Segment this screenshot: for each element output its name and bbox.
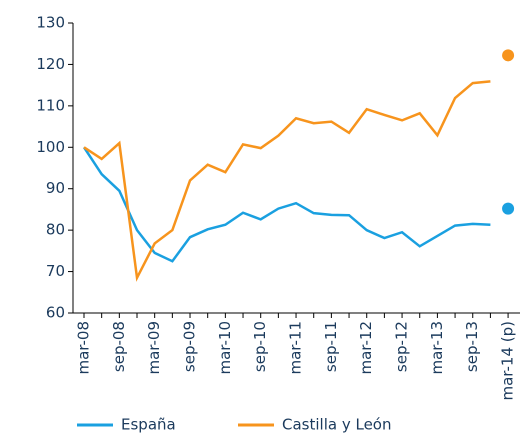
y-tick-label: 70 (46, 262, 65, 280)
projection-point (502, 49, 515, 62)
x-tick-label: mar-12 (357, 321, 375, 375)
x-tick-label: mar-10 (216, 321, 234, 375)
line-series (83, 80, 491, 282)
x-tick-label: sep-09 (181, 321, 199, 372)
legend-label: Castilla y León (282, 416, 391, 434)
x-tick-label: sep-10 (251, 321, 269, 372)
y-tick-label: 100 (36, 138, 65, 156)
y-tick-label: 120 (36, 55, 65, 73)
x-tick-label: mar-09 (145, 321, 163, 375)
x-tick-label: sep-08 (110, 321, 128, 372)
y-tick-label: 110 (36, 96, 65, 114)
legend-label: España (121, 416, 176, 434)
y-tick-label: 60 (46, 304, 65, 322)
line-series (82, 146, 491, 263)
x-tick-label: sep-12 (393, 321, 411, 372)
y-tick-label: 130 (36, 14, 65, 32)
x-tick-label: mar-13 (428, 321, 446, 375)
x-tick-label: mar-11 (287, 321, 305, 375)
x-tick-label: mar-08 (75, 321, 93, 375)
y-tick-label: 80 (46, 221, 65, 239)
projection-point (502, 202, 515, 215)
y-tick-label: 90 (46, 179, 65, 197)
x-tick-label: mar-14 (p) (499, 321, 517, 401)
x-tick-label: sep-11 (322, 321, 340, 372)
x-tick-label: sep-13 (463, 321, 481, 372)
